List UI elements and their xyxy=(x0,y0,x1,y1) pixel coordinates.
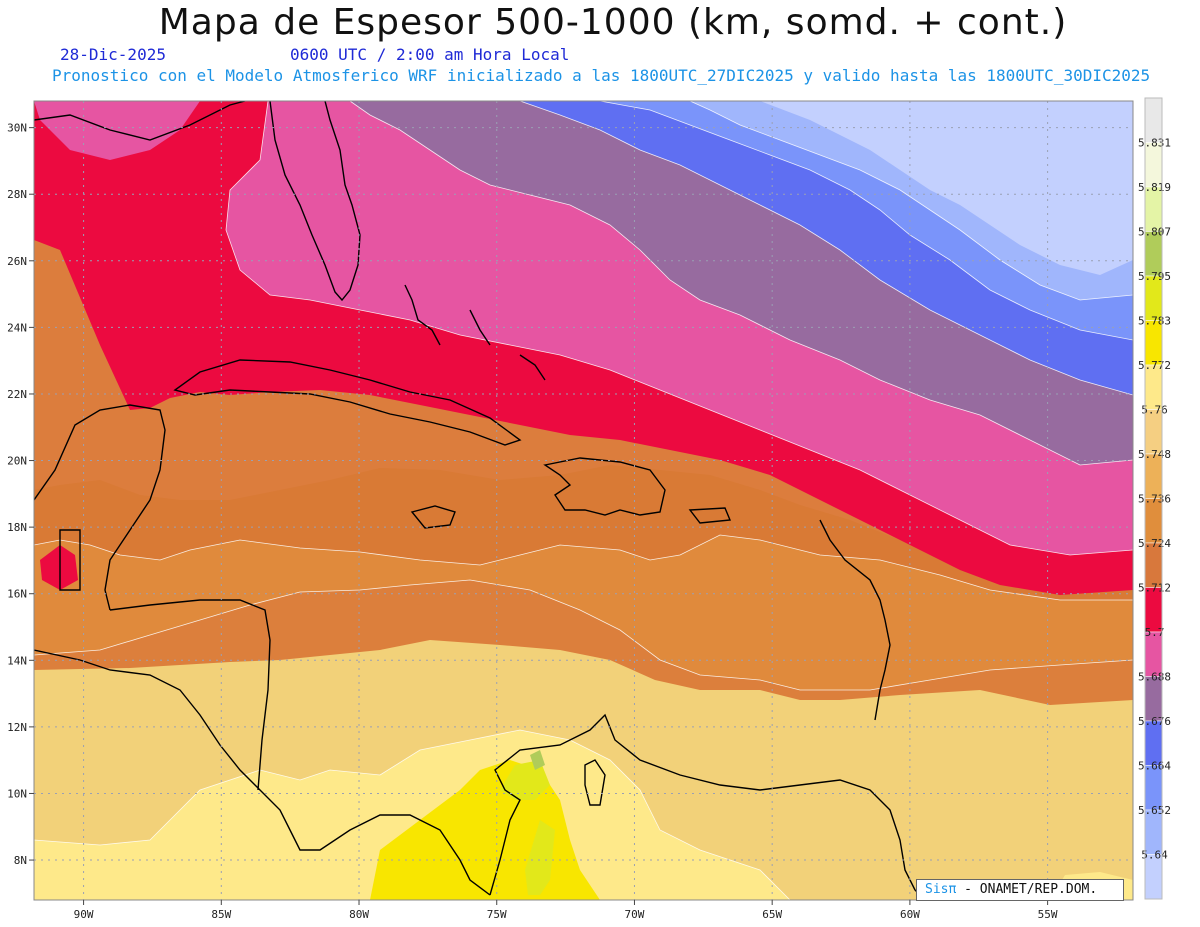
colorbar-label: 5.819 xyxy=(1138,181,1171,194)
contour-lines xyxy=(34,101,1133,900)
band-5783 xyxy=(500,760,550,800)
band-5795 xyxy=(530,750,545,770)
colorbar-label: 5.783 xyxy=(1138,315,1171,328)
forecast-label: Pronostico con el Modelo Atmosferico WRF… xyxy=(52,66,1151,85)
band-5783b xyxy=(525,820,555,895)
lon-label: 65W xyxy=(762,908,782,921)
honduras-box xyxy=(59,529,81,591)
lat-label: 30N xyxy=(7,122,27,135)
time-label: 0600 UTC / 2:00 am Hora Local xyxy=(290,45,570,64)
thickness-fill-bands xyxy=(34,101,1133,900)
lat-label: 28N xyxy=(7,188,27,201)
lon-label: 55W xyxy=(1038,908,1058,921)
lat-label: 20N xyxy=(7,455,27,468)
puerto-rico xyxy=(688,507,732,524)
colorbar-label: 5.652 xyxy=(1138,804,1171,817)
colorbar-label: 5.736 xyxy=(1138,493,1171,506)
coastlines xyxy=(34,101,926,900)
colorbar-label: 5.664 xyxy=(1138,760,1171,773)
central-america xyxy=(34,649,491,896)
nicaragua-coast xyxy=(109,599,271,791)
band-5628 xyxy=(760,101,1133,275)
lon-label: 85W xyxy=(211,908,231,921)
colorbar-label: 5.807 xyxy=(1138,226,1171,239)
lat-label: 18N xyxy=(7,521,27,534)
lat-label: 10N xyxy=(7,787,27,800)
band-5688b xyxy=(34,101,200,160)
gulf-coast xyxy=(34,101,246,141)
colorbar-label: 5.772 xyxy=(1138,359,1171,372)
lake-maracaibo xyxy=(584,759,606,806)
yucatan-coast xyxy=(34,404,166,611)
map-frame xyxy=(33,100,1134,901)
lesser-antilles xyxy=(819,519,891,721)
colorbar-label: 5.64 xyxy=(1141,849,1168,862)
jamaica xyxy=(410,505,456,529)
lat-label: 12N xyxy=(7,721,27,734)
lon-label: 60W xyxy=(900,908,920,921)
credit-box: Sisπ - ONAMET/REP.DOM. xyxy=(916,879,1124,901)
colorbar-frame xyxy=(1144,97,1163,900)
brand-label: Sisπ xyxy=(925,882,957,897)
hispaniola xyxy=(543,457,666,516)
lat-axis-labels: 30N 28N 26N 24N 22N 20N 18N 16N 14N 12N 10N 8N xyxy=(7,122,34,867)
lon-label: 90W xyxy=(74,908,94,921)
lat-label: 14N xyxy=(7,654,27,667)
colorbar: 5.831 5.819 5.807 5.795 5.783 5.772 5.76 5.748 5… xyxy=(1138,97,1171,900)
band-5760 xyxy=(34,730,790,900)
lat-label: 8N xyxy=(14,854,27,867)
grid-lines xyxy=(34,101,1133,900)
lat-label: 16N xyxy=(7,588,27,601)
credit-label: - ONAMET/REP.DOM. xyxy=(956,882,1098,897)
lon-axis-labels: 90W 85W 80W 75W 70W 65W 60W 55W xyxy=(74,900,1058,921)
lon-label: 75W xyxy=(487,908,507,921)
cuba xyxy=(173,359,522,446)
colorbar-label: 5.7 xyxy=(1145,626,1165,639)
colorbar-label: 5.76 xyxy=(1141,404,1168,417)
colorbar-label: 5.795 xyxy=(1138,270,1171,283)
page-title: Mapa de Espesor 500-1000 (km, somd. + co… xyxy=(158,2,1068,43)
bahamas xyxy=(404,284,546,381)
lon-label: 80W xyxy=(349,908,369,921)
lon-label: 70W xyxy=(625,908,645,921)
colorbar-label: 5.831 xyxy=(1138,137,1171,150)
band-5700-island xyxy=(40,545,78,590)
colorbar-label: 5.688 xyxy=(1138,671,1171,684)
colorbar-label: 5.724 xyxy=(1138,537,1171,550)
colorbar-label: 5.676 xyxy=(1138,715,1171,728)
lat-label: 26N xyxy=(7,255,27,268)
lat-label: 24N xyxy=(7,321,27,334)
lat-label: 22N xyxy=(7,388,27,401)
florida-coast xyxy=(269,101,361,302)
date-label: 28-Dic-2025 xyxy=(60,45,166,64)
colorbar-label: 5.712 xyxy=(1138,582,1171,595)
colorbar-label: 5.748 xyxy=(1138,448,1171,461)
